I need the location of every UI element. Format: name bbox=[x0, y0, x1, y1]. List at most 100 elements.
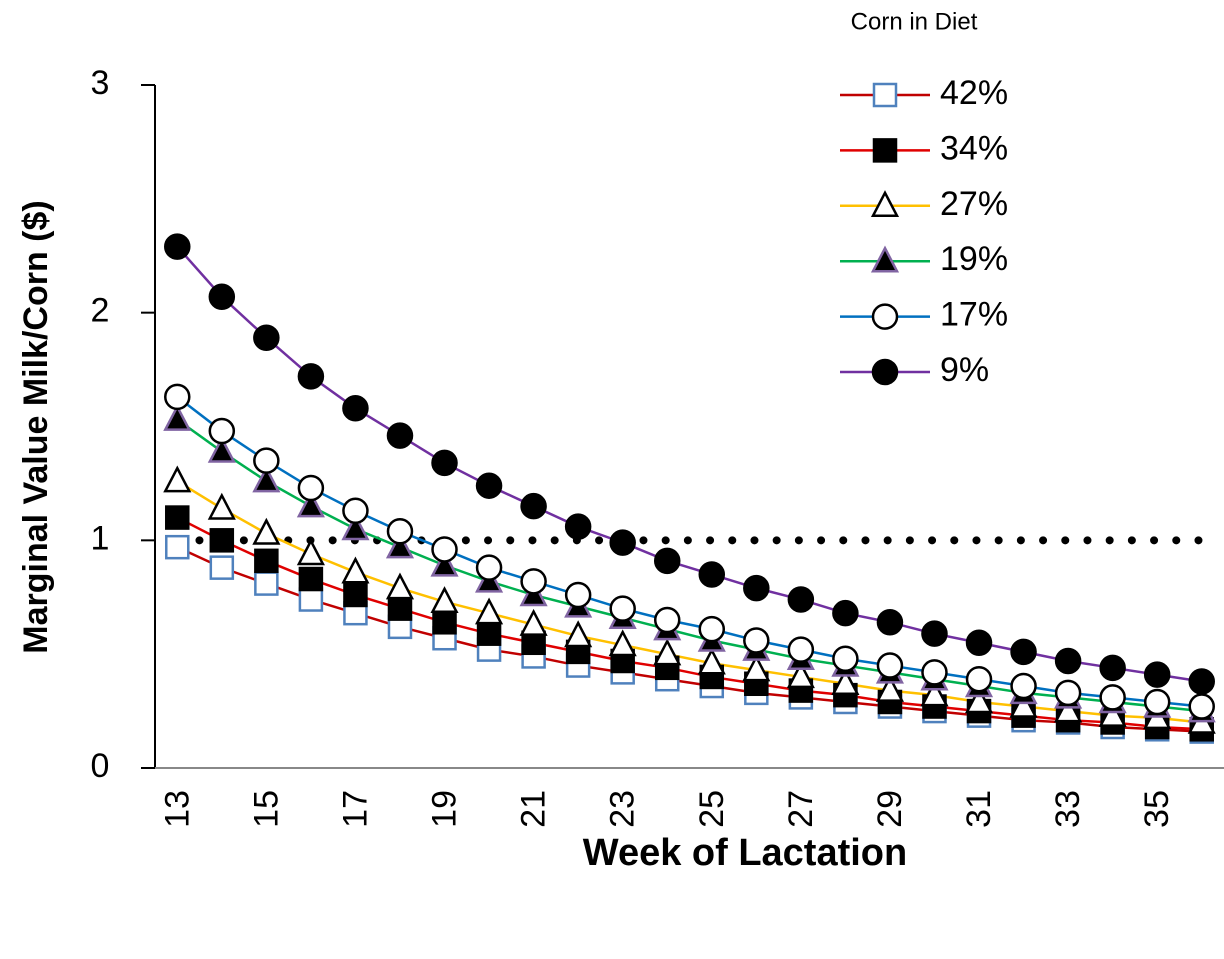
marker bbox=[207, 492, 236, 520]
marker bbox=[742, 654, 771, 682]
marker bbox=[872, 138, 898, 163]
marker bbox=[1099, 684, 1126, 711]
marker bbox=[253, 324, 280, 351]
marker bbox=[520, 492, 547, 520]
marker bbox=[1054, 695, 1083, 723]
marker bbox=[871, 358, 899, 386]
marker bbox=[832, 645, 859, 672]
marker bbox=[430, 549, 459, 577]
x-tick-label: 23 bbox=[604, 790, 642, 828]
marker bbox=[298, 566, 324, 592]
marker bbox=[743, 627, 770, 654]
marker bbox=[871, 303, 899, 330]
series-markers bbox=[164, 383, 1215, 720]
marker bbox=[519, 608, 548, 636]
x-axis-title: Week of Lactation bbox=[583, 832, 907, 874]
marker bbox=[876, 609, 904, 636]
x-tick-label: 13 bbox=[158, 790, 196, 828]
series-line bbox=[176, 245, 1202, 683]
series-line bbox=[176, 395, 1202, 708]
series-line bbox=[176, 546, 1202, 733]
marker bbox=[608, 629, 637, 657]
marker bbox=[341, 513, 370, 541]
marker bbox=[1010, 638, 1037, 666]
marker bbox=[386, 422, 414, 449]
y-tick-label: 2 bbox=[91, 292, 110, 330]
marker bbox=[875, 674, 904, 702]
legend-label: 42% bbox=[940, 74, 1008, 112]
marker bbox=[475, 554, 503, 581]
marker bbox=[297, 363, 325, 390]
marker bbox=[164, 383, 191, 411]
marker bbox=[254, 571, 279, 596]
marker bbox=[609, 595, 636, 622]
x-tick-label: 17 bbox=[336, 790, 374, 828]
marker bbox=[209, 528, 235, 553]
marker bbox=[1010, 672, 1037, 700]
marker bbox=[653, 606, 681, 634]
marker bbox=[342, 395, 369, 422]
marker bbox=[252, 465, 281, 493]
x-tick-label: 35 bbox=[1138, 790, 1176, 828]
x-tick-label: 25 bbox=[693, 790, 731, 828]
marker bbox=[165, 505, 190, 530]
x-tick-label: 33 bbox=[1049, 790, 1087, 828]
marker bbox=[163, 465, 192, 493]
marker bbox=[431, 449, 458, 477]
marker bbox=[965, 629, 993, 657]
marker bbox=[342, 497, 369, 524]
marker bbox=[870, 190, 900, 218]
marker bbox=[1054, 647, 1082, 675]
marker bbox=[386, 517, 414, 545]
marker bbox=[1009, 690, 1038, 718]
legend-label: 27% bbox=[940, 185, 1008, 223]
series-line bbox=[176, 418, 1202, 713]
marker bbox=[475, 472, 503, 499]
marker bbox=[164, 233, 191, 260]
marker bbox=[653, 547, 681, 575]
marker bbox=[1099, 654, 1126, 682]
marker bbox=[698, 561, 726, 588]
marker bbox=[832, 599, 859, 627]
marker bbox=[165, 534, 190, 560]
marker bbox=[921, 620, 948, 647]
marker bbox=[1188, 668, 1215, 695]
x-tick-label: 21 bbox=[515, 790, 553, 828]
marker bbox=[385, 531, 415, 559]
marker bbox=[1098, 699, 1127, 727]
marker bbox=[564, 620, 593, 648]
marker bbox=[253, 447, 280, 474]
y-tick-label: 1 bbox=[91, 519, 110, 557]
marker bbox=[564, 581, 592, 609]
marker bbox=[298, 587, 324, 612]
marker bbox=[387, 596, 413, 621]
marker bbox=[965, 665, 993, 693]
x-tick-label: 27 bbox=[782, 790, 820, 828]
legend-label: 34% bbox=[940, 129, 1008, 167]
x-tick-label: 31 bbox=[960, 790, 998, 828]
marker bbox=[787, 586, 815, 613]
marker bbox=[341, 556, 370, 584]
marker bbox=[697, 647, 726, 675]
marker bbox=[786, 661, 815, 689]
marker bbox=[920, 679, 949, 707]
legend-title: Corn in Diet bbox=[851, 8, 978, 35]
x-tick-label: 29 bbox=[871, 790, 909, 828]
marker bbox=[609, 529, 636, 556]
marker bbox=[432, 610, 457, 635]
marker bbox=[743, 574, 770, 602]
marker bbox=[1054, 679, 1082, 707]
marker bbox=[252, 517, 281, 545]
marker bbox=[475, 597, 504, 625]
legend-label: 9% bbox=[940, 351, 989, 389]
marker bbox=[343, 582, 368, 608]
y-tick-label: 3 bbox=[91, 64, 110, 102]
marker bbox=[297, 474, 325, 502]
marker bbox=[431, 536, 458, 563]
marker bbox=[209, 555, 235, 580]
marker bbox=[921, 659, 948, 686]
y-tick-label: 0 bbox=[91, 747, 110, 785]
marker bbox=[254, 548, 279, 574]
marker bbox=[430, 586, 459, 614]
